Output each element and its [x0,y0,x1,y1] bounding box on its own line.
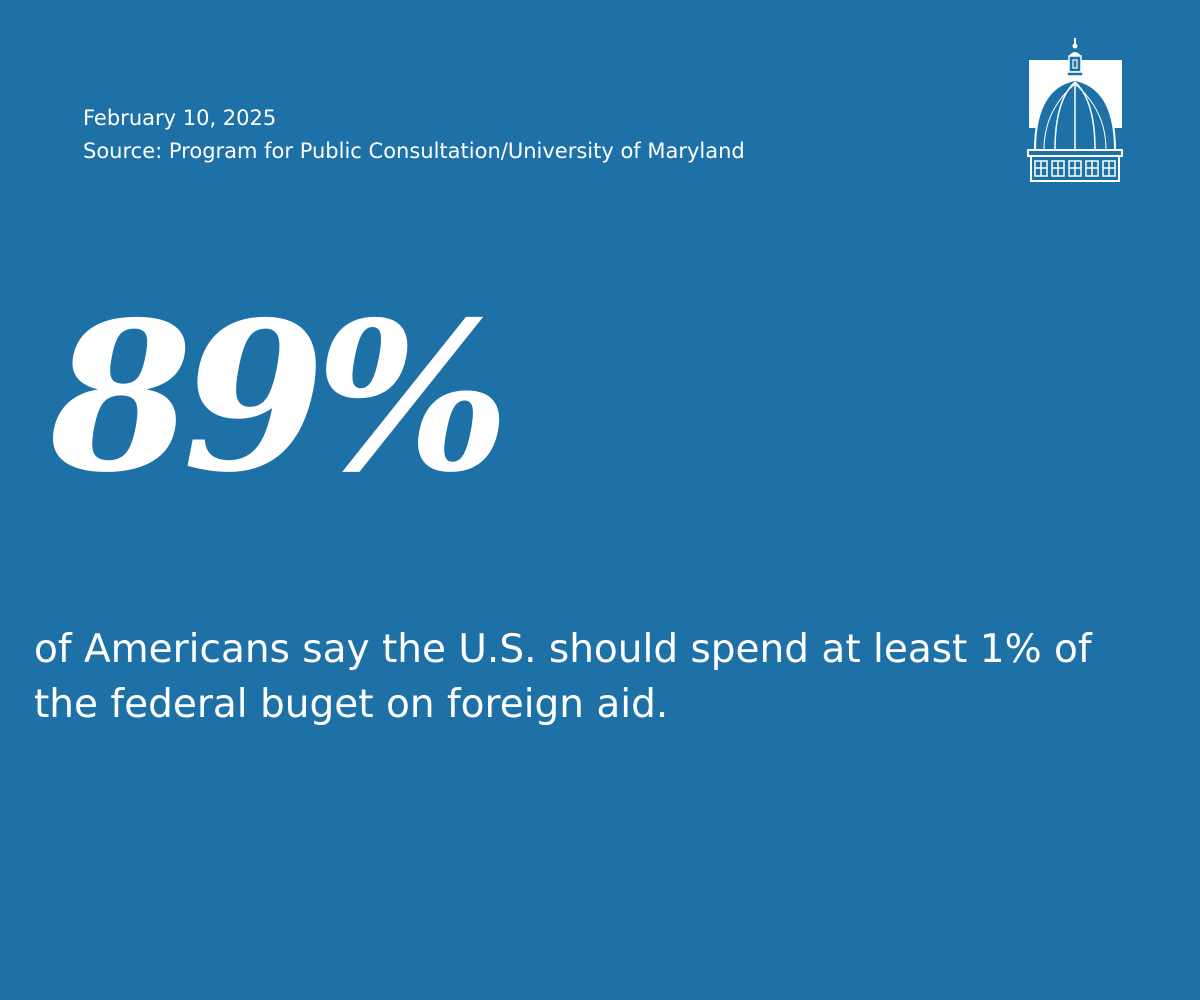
headline-percentage: 89% [50,278,510,518]
source-text: Source: Program for Public Consultation/… [83,139,745,163]
date-text: February 10, 2025 [83,106,277,130]
source-block: February 10, 2025 Source: Program for Pu… [83,102,745,168]
capitol-dome-icon [1024,38,1126,183]
statement-text: of Americans say the U.S. should spend a… [34,627,1092,727]
